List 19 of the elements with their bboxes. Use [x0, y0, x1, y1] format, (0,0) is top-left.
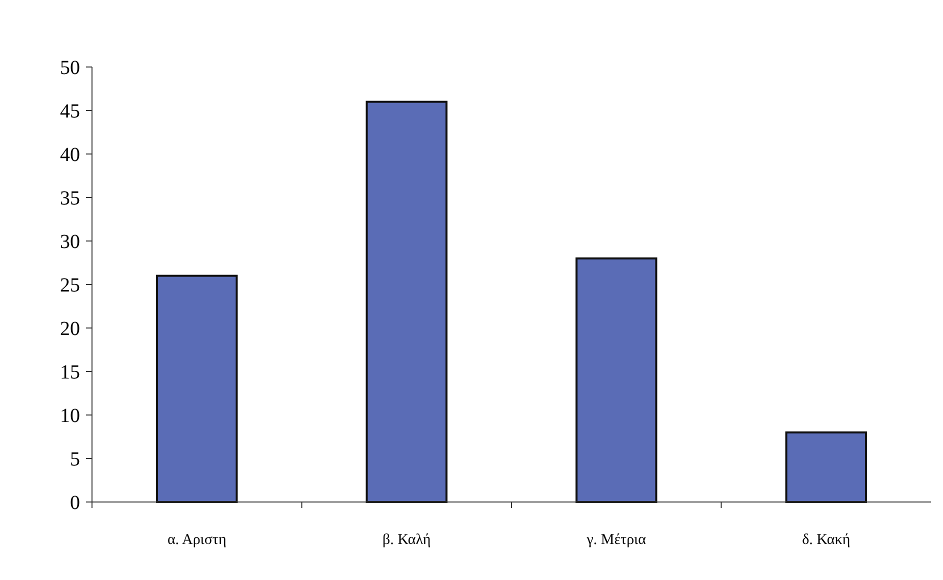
- bar: [576, 257, 658, 503]
- y-tick-label: 25: [60, 274, 80, 296]
- x-tick-label: β. Καλή: [382, 532, 431, 548]
- bar: [366, 100, 448, 503]
- y-tick-label: 20: [60, 318, 80, 340]
- y-tick-label: 5: [70, 448, 80, 470]
- bar: [785, 431, 867, 503]
- y-tick-label: 45: [60, 100, 80, 122]
- y-tick-label: 40: [60, 144, 80, 166]
- y-tick-label: 15: [60, 362, 80, 384]
- y-tick-label: 50: [60, 57, 80, 79]
- y-tick-label: 30: [60, 231, 80, 253]
- x-tick-label: γ. Μέτρια: [586, 532, 646, 548]
- y-tick-label: 35: [60, 188, 80, 210]
- x-tick-label: δ. Κακή: [802, 532, 850, 548]
- x-tick-label: α. Αριστη: [167, 532, 226, 548]
- bar: [156, 274, 238, 503]
- y-tick-label: 0: [70, 492, 80, 514]
- y-tick-label: 10: [60, 405, 80, 427]
